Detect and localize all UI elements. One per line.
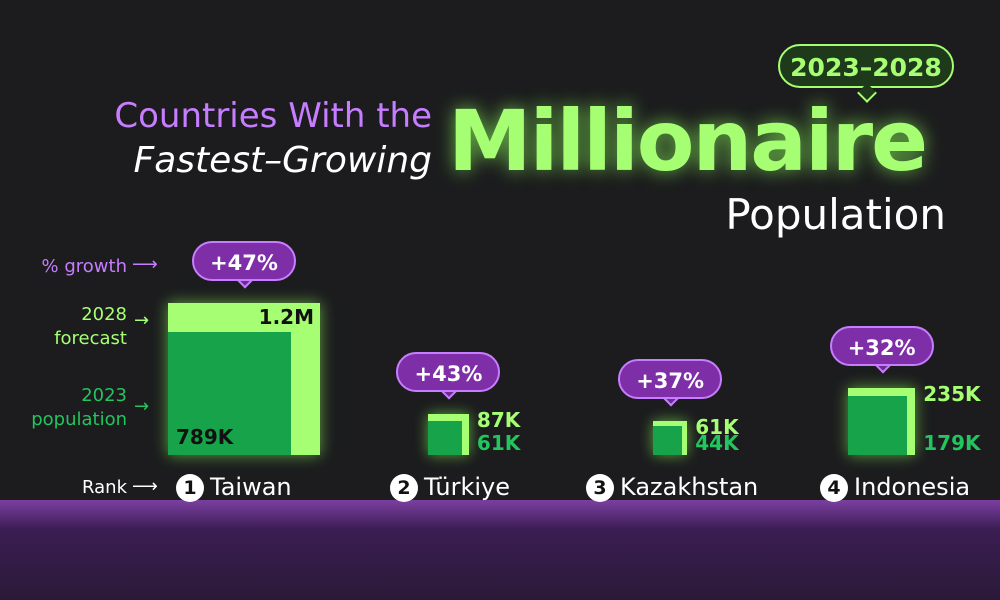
growth-bubble: +37%	[618, 358, 723, 399]
label-2023: 61K	[476, 431, 521, 455]
floor-band	[0, 500, 1000, 600]
legend-arrow: ⟶	[132, 476, 158, 497]
year-badge: 2023–2028	[778, 44, 954, 88]
label-2023: 179K	[923, 431, 981, 455]
rank-badge: 2	[390, 474, 418, 502]
label-2023: 789K	[176, 425, 234, 449]
rank-badge: 3	[586, 474, 614, 502]
label-2023: 44K	[695, 431, 739, 455]
rank-label: Rank	[82, 477, 127, 498]
legend-growth: % growth	[41, 256, 127, 277]
growth-bubble: +43%	[396, 352, 501, 393]
title-line: Fastest–Growing	[133, 140, 433, 181]
legend-arrow: ⟶	[132, 254, 158, 275]
square-2023	[168, 331, 292, 455]
country-label: Taiwan	[210, 473, 292, 501]
square-2023	[428, 420, 463, 455]
square-2023	[848, 396, 907, 455]
country-label: Indonesia	[854, 473, 971, 501]
country-label: Kazakhstan	[620, 473, 759, 501]
country-label: Türkiye	[424, 473, 510, 501]
legend-arrow: →	[134, 396, 150, 417]
legend-arrow: →	[134, 310, 150, 331]
growth-bubble: +47%	[192, 241, 296, 281]
label-2028: 61K	[695, 414, 739, 439]
title-sub: Population	[725, 190, 946, 239]
label-2028: 1.2M	[258, 305, 314, 329]
label-2028: 87K	[476, 408, 521, 433]
title-main: Millionaire	[448, 92, 928, 190]
legend-2023: 2023 population	[31, 385, 127, 430]
growth-bubble: +32%	[829, 325, 934, 366]
square-2023	[653, 425, 683, 455]
legend-2028: 2028 forecast	[54, 304, 127, 349]
title-line: Countries With the	[114, 96, 432, 136]
label-2028: 235K	[923, 381, 981, 406]
rank-badge: 1	[176, 474, 204, 502]
rank-badge: 4	[820, 474, 848, 502]
